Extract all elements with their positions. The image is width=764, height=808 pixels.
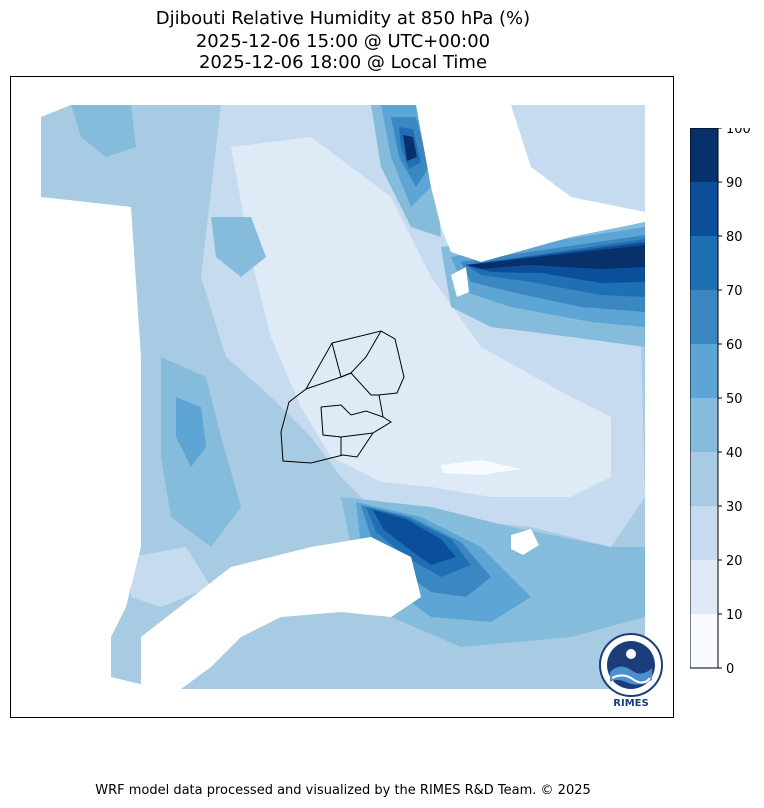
colorbar-tick-label: 90 — [726, 176, 743, 191]
djibouti-region-south-east — [340, 432, 374, 438]
colorbar-swatch — [690, 236, 718, 290]
field-90-100-ne — [403, 135, 417, 161]
djibouti-region-central — [320, 404, 384, 418]
map-panel — [10, 76, 674, 718]
mask-south-small — [511, 529, 539, 555]
colorbar-swatch — [690, 506, 718, 560]
colorbar-swatch — [690, 452, 718, 506]
djibouti-boundaries — [280, 330, 405, 464]
colorbar-swatch — [690, 344, 718, 398]
colorbar-tick-label: 0 — [726, 662, 734, 677]
mask-south — [141, 537, 421, 689]
field-40-50-w3 — [211, 217, 266, 277]
djibouti-region-west — [305, 372, 379, 396]
colorbar-tick-label: 40 — [726, 446, 743, 461]
colorbar-tick-label: 100 — [726, 128, 751, 137]
mask-west — [11, 77, 673, 717]
colorbar-tick-label: 50 — [726, 392, 743, 407]
chart-subtitle-utc: 2025-12-06 15:00 @ UTC+00:00 — [195, 31, 491, 52]
field-0-10 — [441, 460, 521, 475]
colorbar-swatch — [690, 128, 718, 182]
colorbar-swatches — [690, 128, 718, 668]
colorbar-tick-label: 80 — [726, 230, 743, 245]
colorbar-ticks: 0 10 20 30 40 50 60 70 80 90 100 — [718, 128, 751, 677]
rimes-logo: RIMES — [599, 633, 663, 708]
colorbar-tick-label: 60 — [726, 338, 743, 353]
djibouti-region-south — [320, 406, 342, 455]
chart-subtitle-local: 2025-12-06 18:00 @ Local Time — [198, 52, 488, 73]
colorbar-tick-label: 10 — [726, 608, 743, 623]
colorbar-swatch — [690, 182, 718, 236]
colorbar-swatch — [690, 290, 718, 344]
colorbar-tick-label: 20 — [726, 554, 743, 569]
footer-credit: WRF model data processed and visualized … — [95, 783, 591, 798]
colorbar-swatch — [690, 614, 718, 668]
mask-ne — [416, 105, 645, 262]
field-80-90-s — [373, 510, 456, 565]
chart-title: Djibouti Relative Humidity at 850 hPa (%… — [155, 8, 531, 29]
field-20-30-ne — [511, 105, 645, 217]
mask-ne-small — [451, 267, 469, 297]
field-20-30-sw — [131, 547, 211, 607]
field-40-50-w1 — [71, 105, 136, 157]
field-90-100-gulf — [466, 245, 645, 269]
colorbar: 0 10 20 30 40 50 60 70 80 90 100 — [690, 128, 751, 677]
logo-label: RIMES — [613, 698, 648, 708]
field-50-60-w — [176, 397, 206, 467]
colorbar-swatch — [690, 398, 718, 452]
colorbar-tick-label: 30 — [726, 500, 743, 515]
colorbar-tick-label: 70 — [726, 284, 743, 299]
colorbar-swatch — [690, 560, 718, 614]
humidity-map — [11, 77, 673, 717]
